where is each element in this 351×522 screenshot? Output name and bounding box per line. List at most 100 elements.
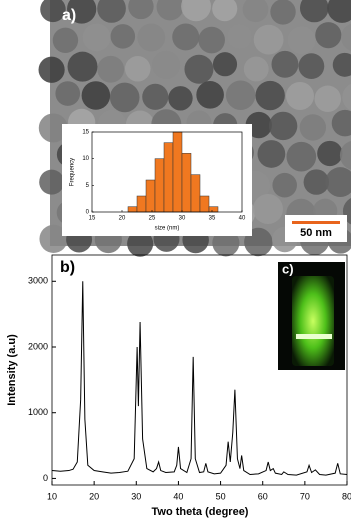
plot-frame: [51, 254, 348, 486]
particle: [55, 81, 81, 106]
particle: [341, 23, 351, 51]
cuvette: [292, 276, 334, 366]
y-axis-title: Frequency: [70, 158, 76, 186]
inset-label: c): [282, 261, 294, 276]
particle: [225, 80, 256, 110]
particle: [255, 80, 285, 111]
particle: [198, 26, 225, 54]
particle: [242, 0, 269, 23]
particle: [39, 169, 65, 195]
x-axis-title: Two theta (degree): [152, 506, 249, 518]
particle: [342, 83, 351, 111]
x-tick-label: 20: [119, 216, 126, 222]
particle: [327, 0, 351, 23]
particle: [39, 224, 68, 253]
particle: [137, 23, 166, 52]
particle: [227, 24, 252, 49]
x-tick-label: 35: [209, 216, 216, 222]
particle: [184, 54, 214, 84]
bar: [136, 195, 147, 213]
bar: [199, 195, 210, 213]
particle: [243, 56, 269, 82]
particle: [317, 140, 343, 167]
particle: [268, 111, 298, 141]
particle: [128, 0, 154, 20]
particle: [339, 140, 351, 170]
particle: [314, 85, 341, 113]
particle: [212, 0, 238, 22]
particle: [81, 81, 111, 110]
x-axis-title: size (nm): [155, 226, 180, 232]
particle: [40, 0, 66, 23]
particle: [181, 0, 211, 22]
particle: [298, 53, 325, 80]
particle: [109, 82, 140, 113]
x-tick-label: 15: [89, 216, 96, 222]
x-tick-label: 40: [239, 216, 246, 222]
x-tick-label: 10: [47, 491, 57, 501]
particle: [97, 0, 126, 23]
x-tick-label: 80: [342, 491, 351, 501]
particle: [331, 109, 351, 137]
particle: [212, 229, 240, 257]
bar: [127, 206, 138, 213]
particle: [110, 24, 136, 49]
x-tick-label: 20: [89, 491, 99, 501]
x-tick-label: 25: [149, 216, 156, 222]
plot-frame: [91, 131, 243, 213]
particle: [38, 56, 65, 83]
particle: [156, 0, 184, 21]
particle: [97, 55, 125, 83]
scale-bar-label: 50 nm: [300, 227, 332, 239]
x-tick-label: 40: [173, 491, 183, 501]
particle: [253, 194, 283, 225]
particle: [315, 22, 342, 49]
bar: [190, 174, 201, 213]
particle: [124, 55, 151, 82]
y-tick-label: 1000: [28, 407, 48, 417]
particle: [142, 83, 169, 110]
particle: [67, 0, 97, 24]
particle: [196, 81, 224, 109]
bar: [163, 142, 174, 213]
particle: [332, 52, 351, 77]
particle: [172, 23, 200, 51]
particle: [272, 172, 297, 198]
x-tick-label: 50: [216, 491, 226, 501]
particle: [127, 230, 154, 257]
panel-label: b): [60, 259, 75, 276]
particle: [299, 114, 327, 141]
line: [51, 281, 348, 476]
y-tick-label: 10: [82, 156, 89, 162]
particle: [299, 0, 329, 23]
bar: [154, 158, 165, 213]
panel-label: a): [62, 7, 76, 24]
y-tick-label: 2000: [28, 341, 48, 351]
particle: [325, 167, 351, 198]
particle: [303, 169, 330, 195]
y-tick-label: 5: [86, 183, 90, 189]
bar: [145, 179, 156, 213]
particle: [245, 111, 272, 139]
particle: [52, 27, 79, 54]
particle: [82, 23, 111, 52]
x-tick-label: 70: [300, 491, 310, 501]
scale-bar: [292, 221, 340, 224]
particle: [285, 81, 315, 111]
bar: [172, 131, 183, 213]
x-tick-label: 60: [258, 491, 268, 501]
y-tick-label: 0: [86, 210, 90, 216]
particle: [253, 24, 284, 55]
y-tick-label: 15: [82, 130, 89, 136]
particle: [287, 26, 316, 55]
scale-bar-box: [285, 215, 347, 242]
y-tick-label: 0: [43, 473, 48, 483]
particle: [257, 140, 286, 168]
particle: [67, 51, 98, 82]
y-tick-label: 3000: [28, 276, 48, 286]
bar: [208, 206, 219, 213]
particle: [152, 50, 181, 80]
particle: [168, 86, 193, 111]
x-tick-label: 30: [179, 216, 186, 222]
